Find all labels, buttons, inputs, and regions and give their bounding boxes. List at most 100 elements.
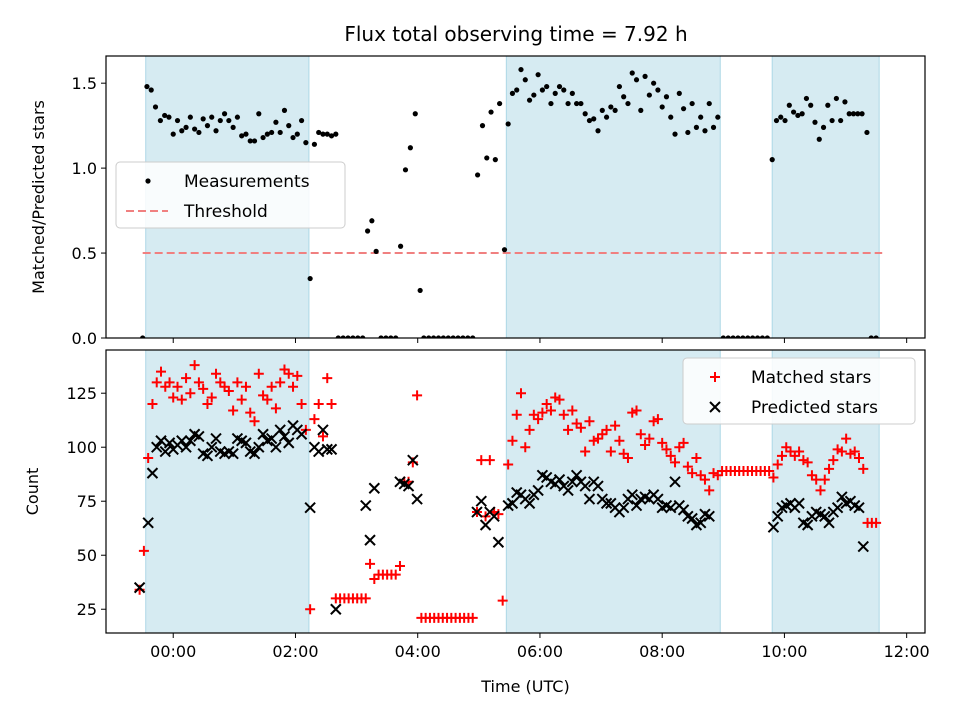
bottom-matched-stars-point xyxy=(652,414,663,425)
top-measurements-point xyxy=(629,70,635,76)
top-measurements-point xyxy=(179,128,185,134)
bottom-predicted-stars-point xyxy=(159,445,171,458)
bottom-matched-stars-point xyxy=(497,595,508,606)
bottom-predicted-stars-point xyxy=(831,501,844,514)
bottom-matched-stars-point xyxy=(871,517,882,528)
top-measurements-point xyxy=(859,111,865,117)
bottom-ytick-label: 50 xyxy=(77,546,97,565)
bottom-predicted-stars-point xyxy=(553,473,566,486)
top-measurements-point xyxy=(621,94,627,100)
bottom-predicted-stars-point xyxy=(295,428,308,440)
top-measurements-point xyxy=(829,117,835,124)
bottom-matched-stars-point xyxy=(516,388,527,399)
bottom-predicted-stars-point xyxy=(488,510,500,523)
bottom-matched-stars-point xyxy=(635,429,646,440)
bottom-matched-stars-point xyxy=(687,468,698,479)
bottom-matched-stars-point xyxy=(563,424,574,435)
top-measurements-point xyxy=(591,116,597,122)
bottom-predicted-stars-point xyxy=(304,501,316,514)
bottom-matched-stars-point xyxy=(849,446,860,457)
top-measurements-point xyxy=(569,90,575,96)
bottom-xtick-label: 06:00 xyxy=(517,642,563,661)
top-measurements-point xyxy=(838,117,844,124)
top-measurements-point xyxy=(689,100,695,107)
bottom-matched-stars-point xyxy=(198,383,209,394)
top-measurements-point xyxy=(373,248,379,254)
bottom-predicted-stars-point xyxy=(193,430,205,443)
top-measurements-point xyxy=(548,100,554,107)
top-legend-box xyxy=(115,161,346,229)
top-measurements-point xyxy=(565,100,571,107)
bottom-predicted-stars-point xyxy=(240,437,252,449)
bottom-predicted-stars-point xyxy=(142,517,154,529)
top-measurements-point xyxy=(539,87,545,93)
legend-marker-matched xyxy=(710,372,720,382)
bottom-matched-stars-point xyxy=(575,422,586,433)
top-measurements-point xyxy=(518,66,524,73)
top-measurements-point xyxy=(475,172,481,178)
top-measurements-point xyxy=(209,114,215,120)
top-ylabel: Matched/Predicted stars xyxy=(29,100,48,294)
bottom-matched-stars-point xyxy=(394,561,405,572)
top-measurements-point xyxy=(217,117,223,124)
top-measurements-point xyxy=(754,335,761,338)
top-measurements-point xyxy=(470,335,476,338)
top-measurements-point xyxy=(816,136,822,142)
top-measurements-point xyxy=(764,335,770,338)
bottom-matched-stars-point xyxy=(262,394,273,405)
top-measurements-point xyxy=(455,335,461,338)
bottom-matched-stars-point xyxy=(584,416,595,427)
bottom-xtick-label: 04:00 xyxy=(395,642,441,661)
bottom-predicted-stars-point xyxy=(506,497,519,510)
top-measurements-point xyxy=(488,109,494,115)
top-measurements-point xyxy=(152,104,159,110)
bottom-matched-stars-point xyxy=(768,472,779,483)
top-measurements-point xyxy=(350,335,356,338)
bottom-matched-stars-point xyxy=(249,416,260,427)
bottom-matched-stars-point xyxy=(520,442,531,453)
top-measurements-point xyxy=(144,83,150,90)
bottom-predicted-stars-point xyxy=(630,499,643,512)
bottom-matched-stars-point xyxy=(322,373,333,384)
top-measurements-point xyxy=(166,114,172,120)
bottom-matched-stars-point xyxy=(545,405,556,416)
bottom-predicted-stars-point xyxy=(767,521,780,533)
bottom-shaded-interval-1 xyxy=(145,350,310,633)
bottom-matched-stars-point xyxy=(253,368,264,379)
bottom-matched-stars-point xyxy=(283,368,294,379)
top-measurements-point xyxy=(633,77,640,83)
top-measurements-point xyxy=(603,114,610,120)
top-ytick-label: 1.0 xyxy=(72,159,97,178)
top-measurements-point xyxy=(497,100,503,107)
top-shaded-interval-3 xyxy=(771,56,880,338)
bottom-matched-stars-point xyxy=(853,453,864,464)
top-measurements-point xyxy=(435,335,442,338)
bottom-matched-stars-point xyxy=(193,377,204,388)
top-measurements-point xyxy=(157,117,163,124)
top-measurements-point xyxy=(803,95,810,102)
top-measurements-point xyxy=(369,218,375,224)
bottom-series-2 xyxy=(133,419,869,615)
top-measurements-point xyxy=(685,129,691,136)
bottom-predicted-stars-point xyxy=(771,510,784,523)
top-shaded-interval-2 xyxy=(505,56,721,338)
top-measurements-point xyxy=(578,100,584,107)
top-measurements-point xyxy=(269,129,275,136)
bottom-matched-stars-point xyxy=(631,405,642,416)
bottom-ylabel: Count xyxy=(23,468,42,516)
bottom-predicted-stars-point xyxy=(133,581,146,594)
bottom-matched-stars-point xyxy=(292,370,303,381)
bottom-predicted-stars-point xyxy=(321,443,333,456)
top-measurements-point xyxy=(501,247,508,253)
top-measurements-point xyxy=(170,131,176,137)
top-measurements-point xyxy=(790,109,797,115)
bottom-predicted-stars-point xyxy=(184,435,197,447)
bottom-predicted-stars-point xyxy=(523,497,536,510)
bottom-matched-stars-point xyxy=(288,381,299,392)
top-measurements-point xyxy=(234,114,241,120)
bottom-matched-stars-point xyxy=(176,394,187,405)
top-measurements-point xyxy=(364,228,371,234)
bottom-panel: 25 50 75 100 125 00:00 02:00 04:00 06:00 08:00 10:… xyxy=(23,349,930,696)
bottom-matched-stars-point xyxy=(223,386,234,397)
bottom-predicted-stars-point xyxy=(801,519,814,531)
